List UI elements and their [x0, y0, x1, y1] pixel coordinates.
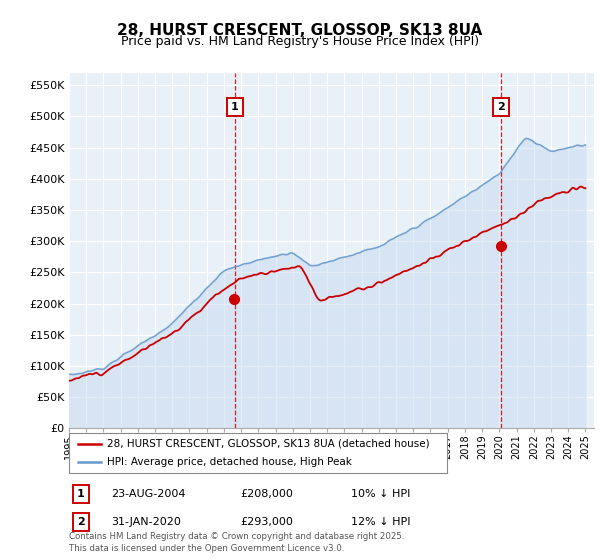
- Text: 1: 1: [77, 489, 85, 499]
- Text: HPI: Average price, detached house, High Peak: HPI: Average price, detached house, High…: [107, 458, 352, 467]
- Text: £208,000: £208,000: [240, 489, 293, 499]
- Text: 28, HURST CRESCENT, GLOSSOP, SK13 8UA (detached house): 28, HURST CRESCENT, GLOSSOP, SK13 8UA (d…: [107, 439, 430, 449]
- Text: Contains HM Land Registry data © Crown copyright and database right 2025.
This d: Contains HM Land Registry data © Crown c…: [69, 532, 404, 553]
- Text: Price paid vs. HM Land Registry's House Price Index (HPI): Price paid vs. HM Land Registry's House …: [121, 35, 479, 49]
- Text: 1: 1: [231, 102, 239, 112]
- Text: £293,000: £293,000: [240, 517, 293, 527]
- Text: 2: 2: [497, 102, 505, 112]
- Text: 2: 2: [77, 517, 85, 527]
- Text: 10% ↓ HPI: 10% ↓ HPI: [351, 489, 410, 499]
- Text: 23-AUG-2004: 23-AUG-2004: [111, 489, 185, 499]
- Text: 12% ↓ HPI: 12% ↓ HPI: [351, 517, 410, 527]
- Text: 28, HURST CRESCENT, GLOSSOP, SK13 8UA: 28, HURST CRESCENT, GLOSSOP, SK13 8UA: [118, 24, 482, 38]
- Text: 31-JAN-2020: 31-JAN-2020: [111, 517, 181, 527]
